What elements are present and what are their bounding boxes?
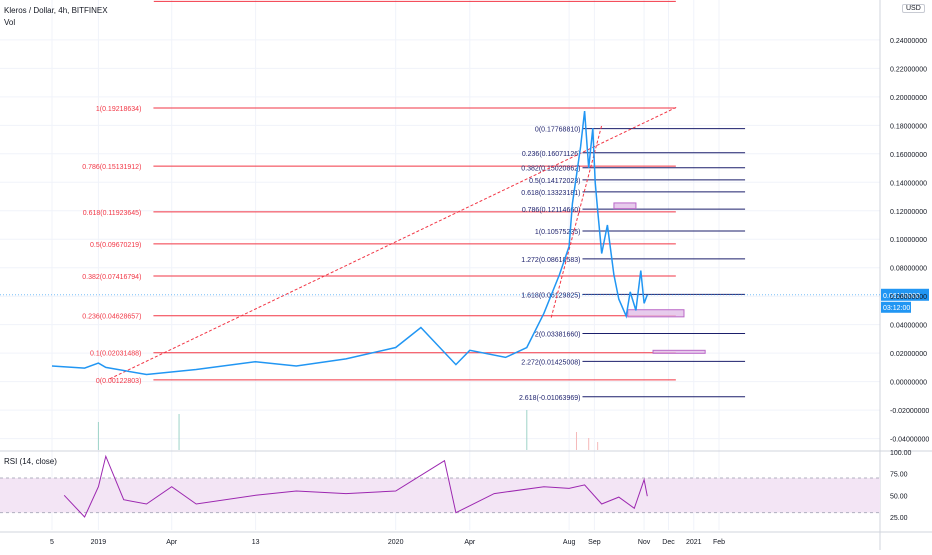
rsi-tick-label: 25.00 (890, 515, 908, 522)
volume-bar (178, 414, 180, 450)
price-tick-label: 0.20000000 (890, 95, 927, 102)
fib-right-level-label: 0.236(0.16071126) (522, 151, 581, 158)
fib-left-level-label: 0.618(0.11923645) (83, 210, 142, 217)
volume-label: Vol (4, 18, 16, 27)
fib-right-level-label: 2.272(0.01425008) (521, 359, 580, 366)
rsi-tick-label: 50.00 (890, 493, 908, 500)
fib-right-level-label: 0.5(0.14172023) (529, 178, 580, 185)
volume-bar (575, 432, 577, 450)
fib-right-level-label: 2.618(-0.01063969) (519, 395, 581, 402)
fib-left-level-label: 0.382(0.07416794) (82, 274, 141, 281)
rsi-band (0, 478, 880, 513)
time-tick-label: 5 (50, 539, 54, 546)
time-tick-label: Sep (588, 539, 601, 546)
current-price-tag (881, 288, 929, 301)
time-tick-label: Apr (464, 539, 476, 546)
fib-right-level-label: 2(0.03381660) (535, 331, 581, 338)
currency-badge[interactable]: USD (902, 4, 925, 13)
highlight-box (627, 309, 685, 318)
volume-bar (97, 422, 99, 450)
fib-left-level-label: 0.786(0.15131912) (82, 164, 141, 171)
trend-line (550, 125, 603, 318)
highlight-box (652, 349, 706, 354)
price-tick-label: 0.12000000 (890, 209, 927, 216)
fib-right-level-label: 0.786(0.12114660) (522, 207, 581, 214)
countdown-label: 03:12:00 (883, 305, 910, 312)
fib-right-level-label: 1.272(0.08618583) (521, 257, 580, 264)
rsi-line (63, 454, 648, 518)
price-tick-label: -0.02000000 (890, 408, 929, 415)
rsi-tick-label: 100.00 (890, 450, 912, 457)
time-tick-label: 13 (252, 539, 260, 546)
price-tick-label: 0.06000000 (890, 294, 927, 301)
rsi-tick-label: 75.00 (890, 472, 908, 479)
fib-left-level-label: 0(0.00122803) (96, 378, 142, 385)
volume-bar (597, 442, 599, 450)
fib-left-level-label: 0.5(0.09670219) (90, 242, 141, 249)
time-tick-label: Feb (713, 539, 725, 546)
price-tick-label: 0.22000000 (890, 66, 927, 73)
rsi-title: RSI (14, close) (4, 457, 57, 466)
time-tick-label: 2020 (388, 539, 404, 546)
fib-left-level-label: 0.1(0.02031488) (90, 351, 141, 358)
fib-right-level-label: 0.382(0.15020862) (521, 166, 580, 173)
price-tick-label: 0.18000000 (890, 123, 927, 130)
fib-right-level-label: 1(0.10575235) (535, 229, 581, 236)
time-tick-label: 2019 (91, 539, 107, 546)
time-tick-label: Apr (166, 539, 178, 546)
trend-line (109, 106, 678, 380)
highlight-box (613, 202, 637, 210)
fib-right-level-label: 0.618(0.13323181) (521, 190, 580, 197)
fib-left-level-label: 1(0.19218634) (96, 106, 142, 113)
price-tick-label: 0.04000000 (890, 323, 927, 330)
price-tick-label: 0.16000000 (890, 152, 927, 159)
price-tick-label: 0.24000000 (890, 38, 927, 45)
time-tick-label: Aug (563, 539, 576, 546)
chart-title: Kleros / Dollar, 4h, BITFINEX (4, 6, 108, 15)
price-tick-label: 0.14000000 (890, 180, 927, 187)
volume-bar (526, 410, 528, 450)
fib-right-level-label: 0(0.17768810) (535, 127, 581, 134)
fib-left-level-label: 0.236(0.04628657) (82, 314, 141, 321)
price-tick-label: 0.00000000 (890, 380, 927, 387)
countdown-tag (881, 301, 911, 313)
price-tick-label: 0.08000000 (890, 266, 927, 273)
time-tick-label: Nov (638, 539, 651, 546)
volume-bar (588, 438, 590, 450)
price-tick-label: -0.04000000 (890, 437, 929, 444)
current-price-label: 0.06100000 (883, 293, 920, 300)
time-tick-label: Dec (662, 539, 675, 546)
time-tick-label: 2021 (686, 539, 702, 546)
price-tick-label: 0.10000000 (890, 237, 927, 244)
price-tick-label: 0.02000000 (890, 351, 927, 358)
price-line (51, 111, 649, 376)
